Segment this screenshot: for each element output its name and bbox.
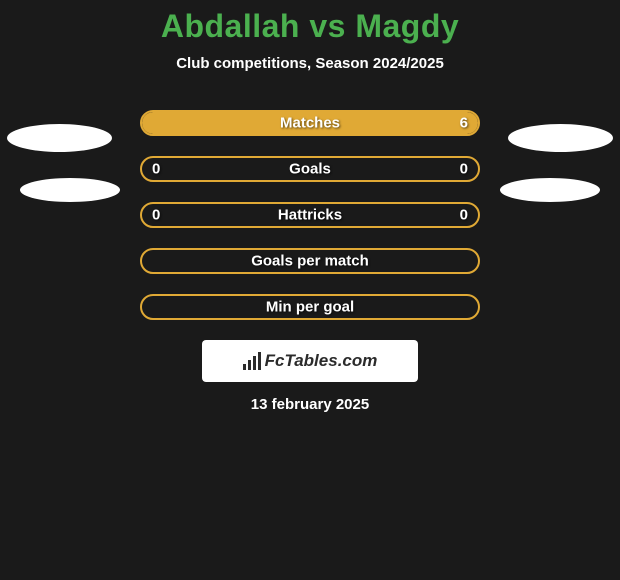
stat-row-min-per-goal: Min per goal <box>140 294 480 320</box>
stat-label: Goals <box>289 161 331 178</box>
stat-row-hattricks: 0 Hattricks 0 <box>140 202 480 228</box>
branding-box[interactable]: FcTables.com <box>202 340 418 382</box>
comparison-card: Abdallah vs Magdy Club competitions, Sea… <box>0 0 620 413</box>
stat-label: Matches <box>280 115 340 132</box>
stat-left-value: 0 <box>152 161 160 178</box>
stat-label: Min per goal <box>266 299 354 316</box>
team-left-logo-placeholder <box>20 178 120 202</box>
stat-label: Goals per match <box>251 253 369 270</box>
page-subtitle: Club competitions, Season 2024/2025 <box>0 55 620 72</box>
page-title: Abdallah vs Magdy <box>0 8 620 45</box>
stat-row-goals-per-match: Goals per match <box>140 248 480 274</box>
team-right-logo-placeholder <box>500 178 600 202</box>
stat-right-value: 6 <box>460 115 468 132</box>
stat-right-value: 0 <box>460 161 468 178</box>
player-right-avatar-placeholder <box>508 124 613 152</box>
branding-text: FcTables.com <box>265 351 378 371</box>
stat-row-goals: 0 Goals 0 <box>140 156 480 182</box>
bars-icon <box>243 352 261 370</box>
stat-right-value: 0 <box>460 207 468 224</box>
stat-row-matches: Matches 6 <box>140 110 480 136</box>
stat-label: Hattricks <box>278 207 342 224</box>
player-left-avatar-placeholder <box>7 124 112 152</box>
footer-date: 13 february 2025 <box>0 396 620 413</box>
stat-left-value: 0 <box>152 207 160 224</box>
branding-link[interactable]: FcTables.com <box>243 351 378 371</box>
